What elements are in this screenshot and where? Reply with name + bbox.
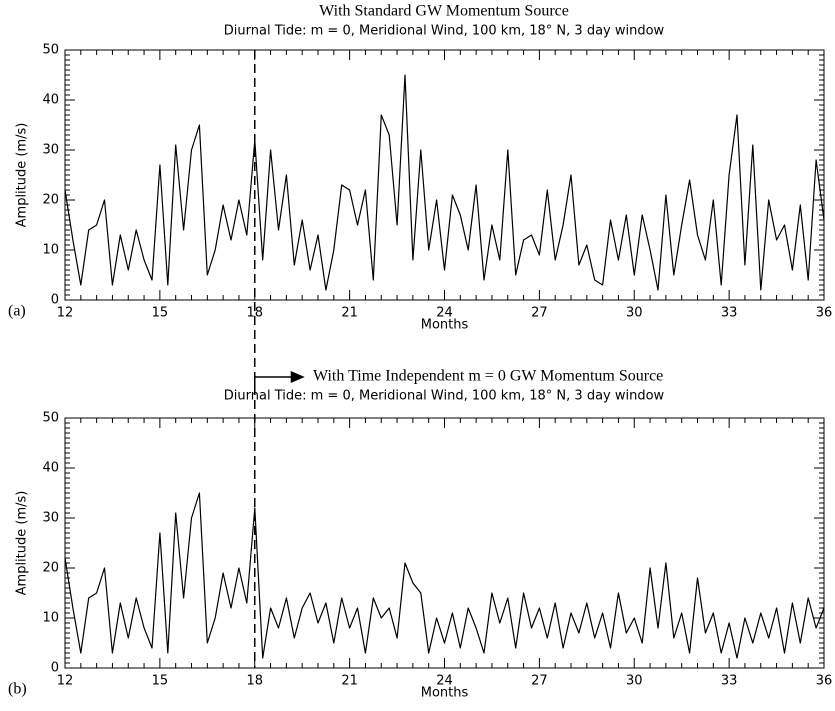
- data-line: [64, 74, 825, 291]
- x-axis-label: Months: [421, 686, 469, 701]
- chart-subtitle: Diurnal Tide: m = 0, Meridional Wind, 10…: [224, 24, 665, 39]
- x-tick-label: 21: [341, 306, 358, 321]
- y-tick-label: 30: [42, 143, 59, 158]
- x-tick-label: 30: [626, 306, 643, 321]
- y-tick-label: 20: [42, 561, 59, 576]
- data-line: [64, 492, 825, 659]
- x-tick-label: 15: [152, 306, 169, 321]
- y-tick-label: 10: [42, 611, 59, 626]
- x-tick-label: 18: [246, 306, 263, 321]
- x-tick-label: 21: [341, 674, 358, 689]
- x-tick-label: 33: [721, 306, 738, 321]
- x-tick-label: 30: [626, 674, 643, 689]
- x-tick-label: 27: [531, 674, 548, 689]
- y-tick-label: 20: [42, 193, 59, 208]
- x-tick-label: 18: [246, 674, 263, 689]
- x-tick-label: 36: [816, 306, 833, 321]
- annotation: With Time Independent m = 0 GW Momentum …: [313, 368, 663, 385]
- x-tick-label: 15: [152, 674, 169, 689]
- y-axis-label: Amplitude (m/s): [15, 123, 30, 228]
- panel-label: (a): [8, 303, 26, 320]
- x-tick-label: 24: [436, 674, 453, 689]
- chart-title: With Standard GW Momentum Source: [319, 3, 569, 20]
- arrow-head: [290, 371, 305, 383]
- x-tick-label: 33: [721, 674, 738, 689]
- x-tick-label: 36: [816, 674, 833, 689]
- panel-label: (b): [8, 681, 27, 698]
- chart-subtitle: Diurnal Tide: m = 0, Meridional Wind, 10…: [224, 389, 665, 404]
- x-tick-label: 24: [436, 306, 453, 321]
- y-axis-label: Amplitude (m/s): [15, 491, 30, 596]
- y-tick-label: 30: [42, 511, 59, 526]
- y-tick-label: 0: [51, 661, 59, 676]
- y-tick-label: 50: [42, 411, 59, 426]
- x-axis-label: Months: [421, 318, 469, 333]
- y-tick-label: 10: [42, 243, 59, 258]
- x-tick-label: 12: [57, 306, 74, 321]
- y-tick-label: 0: [51, 293, 59, 308]
- x-tick-label: 12: [57, 674, 74, 689]
- annotation-arrow: [254, 376, 293, 392]
- y-tick-label: 40: [42, 461, 59, 476]
- x-tick-label: 27: [531, 306, 548, 321]
- y-tick-label: 50: [42, 43, 59, 58]
- y-tick-label: 40: [42, 93, 59, 108]
